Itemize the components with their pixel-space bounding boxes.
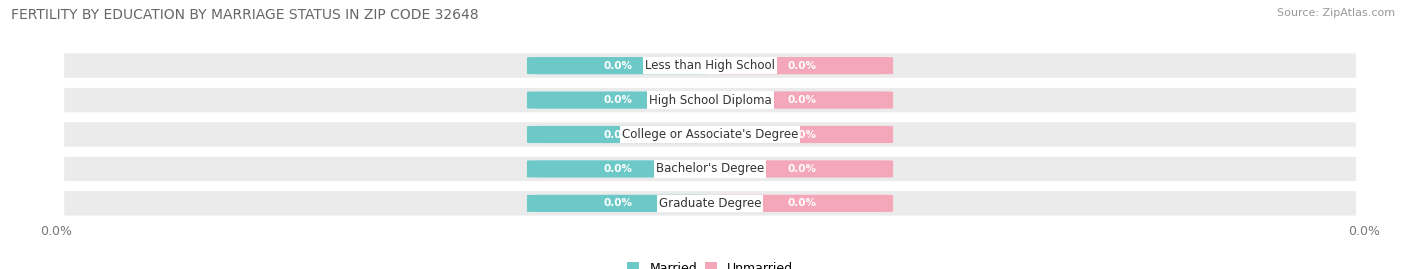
FancyBboxPatch shape	[527, 195, 710, 212]
Text: 0.0%: 0.0%	[787, 129, 815, 140]
Text: 0.0%: 0.0%	[787, 95, 815, 105]
FancyBboxPatch shape	[710, 57, 893, 74]
FancyBboxPatch shape	[63, 121, 1357, 148]
Text: 0.0%: 0.0%	[605, 95, 633, 105]
FancyBboxPatch shape	[710, 160, 893, 178]
FancyBboxPatch shape	[527, 57, 710, 74]
Text: Graduate Degree: Graduate Degree	[659, 197, 761, 210]
FancyBboxPatch shape	[63, 190, 1357, 217]
Text: 0.0%: 0.0%	[605, 129, 633, 140]
Text: Less than High School: Less than High School	[645, 59, 775, 72]
Legend: Married, Unmarried: Married, Unmarried	[621, 257, 799, 269]
FancyBboxPatch shape	[63, 52, 1357, 79]
Text: 0.0%: 0.0%	[605, 198, 633, 208]
FancyBboxPatch shape	[527, 160, 710, 178]
Text: Bachelor's Degree: Bachelor's Degree	[657, 162, 763, 175]
Text: College or Associate's Degree: College or Associate's Degree	[621, 128, 799, 141]
FancyBboxPatch shape	[63, 86, 1357, 114]
Text: Source: ZipAtlas.com: Source: ZipAtlas.com	[1277, 8, 1395, 18]
Text: 0.0%: 0.0%	[787, 61, 815, 71]
FancyBboxPatch shape	[527, 126, 710, 143]
FancyBboxPatch shape	[710, 126, 893, 143]
Text: High School Diploma: High School Diploma	[648, 94, 772, 107]
FancyBboxPatch shape	[63, 155, 1357, 183]
FancyBboxPatch shape	[710, 91, 893, 109]
Text: 0.0%: 0.0%	[787, 164, 815, 174]
Text: 0.0%: 0.0%	[605, 164, 633, 174]
FancyBboxPatch shape	[710, 195, 893, 212]
Text: 0.0%: 0.0%	[787, 198, 815, 208]
Text: FERTILITY BY EDUCATION BY MARRIAGE STATUS IN ZIP CODE 32648: FERTILITY BY EDUCATION BY MARRIAGE STATU…	[11, 8, 479, 22]
Text: 0.0%: 0.0%	[605, 61, 633, 71]
FancyBboxPatch shape	[527, 91, 710, 109]
